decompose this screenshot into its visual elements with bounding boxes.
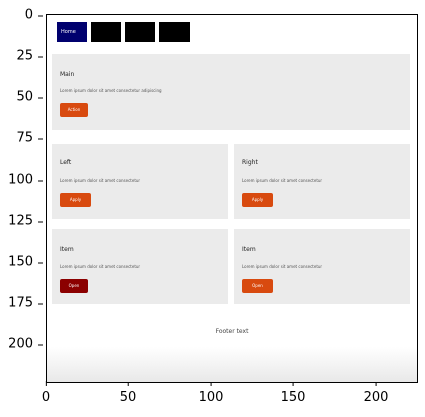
y-tick-150: 150 [8,254,43,270]
y-tick-75: 75 [16,130,43,146]
bot-left-panel-title: Item [60,246,74,253]
bot-right-panel-title: Item [242,246,256,253]
tab-home[interactable]: Home [57,22,87,42]
x-tick-200: 200 [363,381,389,405]
bot-left-panel: Item Lorem ipsum dolor sit amet consecte… [52,229,228,304]
y-tick-0: 0 [24,7,44,23]
mid-left-panel: Left Lorem ipsum dolor sit amet consecte… [52,144,228,219]
bot-right-panel-button[interactable]: Open [242,279,273,293]
bot-left-panel-button[interactable]: Open [60,279,88,293]
tab-2[interactable] [91,22,121,42]
tab-4[interactable] [159,22,190,42]
mid-left-panel-desc: Lorem ipsum dolor sit amet consectetur [60,178,141,183]
mid-right-panel-button[interactable]: Apply [242,193,273,207]
y-tick-175: 175 [8,295,43,311]
mid-right-panel-title: Right [242,159,258,166]
x-tick-150: 150 [280,381,306,405]
mid-right-panel: Right Lorem ipsum dolor sit amet consect… [234,144,410,219]
top-panel-title: Main [60,71,75,78]
bottom-fade [47,347,417,382]
tab-3[interactable] [125,22,155,42]
y-tick-125: 125 [8,213,43,229]
y-tick-100: 100 [8,172,43,188]
x-tick-0: 0 [41,381,51,405]
screenshot-frame: Home Main Lorem ipsum dolor sit amet con… [46,14,418,383]
bot-right-panel-desc: Lorem ipsum dolor sit amet consectetur [242,264,323,269]
bot-left-panel-desc: Lorem ipsum dolor sit amet consectetur [60,264,141,269]
footer-text: Footer text [215,328,249,335]
y-tick-25: 25 [16,48,43,64]
mid-right-panel-desc: Lorem ipsum dolor sit amet consectetur [242,178,323,183]
tab-home-label: Home [61,29,76,35]
mid-left-panel-title: Left [60,159,72,166]
x-tick-50: 50 [119,381,137,405]
y-tick-200: 200 [8,336,43,352]
top-panel: Main Lorem ipsum dolor sit amet consecte… [52,54,410,130]
x-tick-100: 100 [198,381,224,405]
bot-right-panel: Item Lorem ipsum dolor sit amet consecte… [234,229,410,304]
y-tick-50: 50 [16,89,43,105]
top-panel-desc: Lorem ipsum dolor sit amet consectetur a… [60,88,162,93]
mid-left-panel-button[interactable]: Apply [60,193,91,207]
top-panel-action-button[interactable]: Action [60,103,88,117]
